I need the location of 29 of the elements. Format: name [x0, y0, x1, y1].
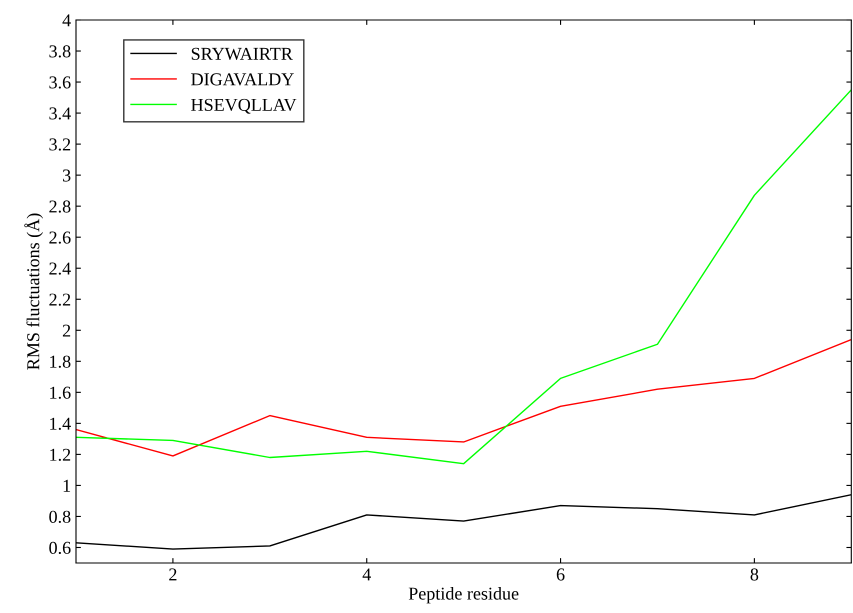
- legend-label: HSEVQLLAV: [191, 98, 296, 114]
- y-tick-label: 1: [64, 480, 70, 492]
- y-tick-label: 3.8: [49, 45, 70, 58]
- y-tick-label: 0.8: [49, 510, 70, 523]
- x-tick-label: 2: [169, 568, 176, 580]
- x-tick-label: 6: [556, 568, 565, 581]
- y-tick-label: 1.2: [50, 448, 70, 461]
- y-tick-label: 2: [62, 324, 70, 337]
- line-series: [76, 338, 852, 457]
- y-axis-title: RMS fluctuations (Å): [24, 214, 44, 370]
- y-tick-label: 2.4: [49, 262, 71, 275]
- y-tick-label: 3: [62, 169, 70, 182]
- y-tick-label: 1.8: [50, 356, 70, 368]
- y-tick-label: 1.6: [50, 386, 71, 399]
- y-tick-label: 3.2: [49, 138, 70, 151]
- legend-label: SRYWAIRTR: [192, 48, 293, 60]
- line-series: [76, 89, 852, 464]
- y-tick-label: 2.8: [49, 200, 70, 213]
- y-tick-label: 2.6: [49, 232, 71, 244]
- legend-label: DIGAVALDY: [191, 73, 294, 86]
- x-tick-label: 8: [750, 568, 758, 581]
- y-tick-label: 0.6: [49, 542, 71, 554]
- y-tick-label: 4: [62, 14, 71, 26]
- y-tick-label: 1.4: [50, 418, 71, 430]
- y-tick-label: 3.4: [49, 107, 71, 120]
- y-tick-label: 2.2: [49, 294, 70, 306]
- y-tick-label: 3.6: [49, 76, 71, 89]
- x-axis-title: Peptide residue: [408, 587, 518, 604]
- x-tick-label: 4: [362, 568, 371, 580]
